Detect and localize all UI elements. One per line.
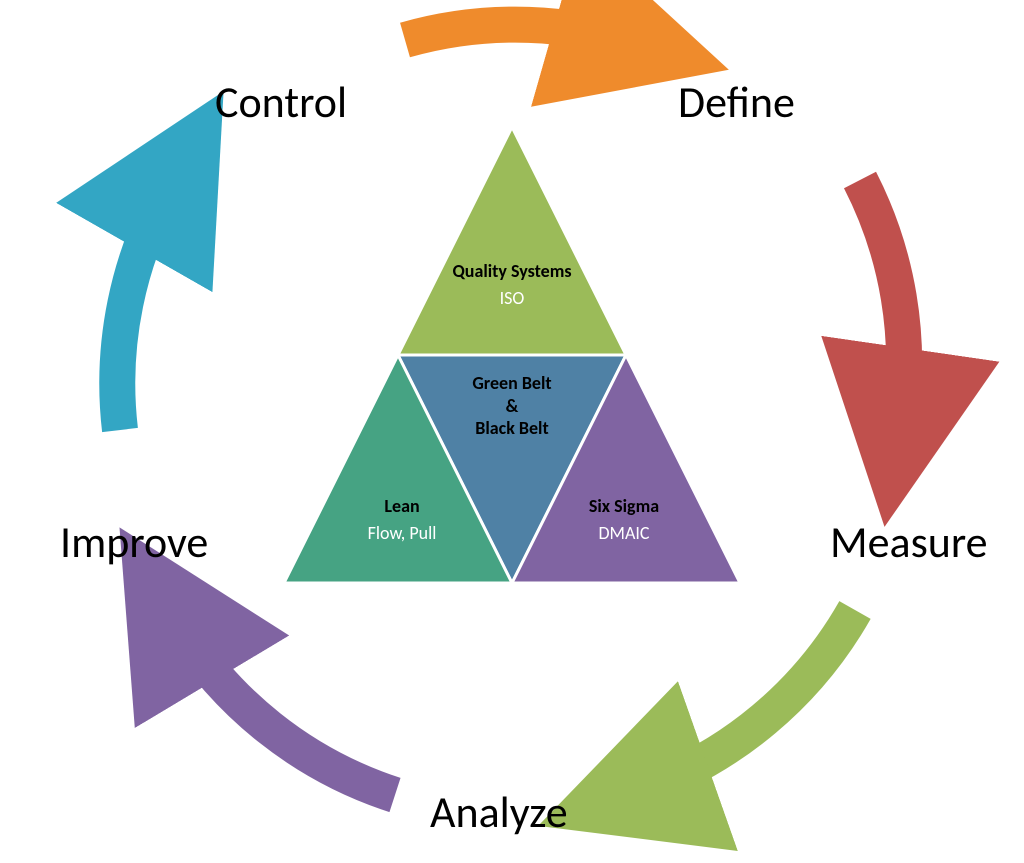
phase-label-improve: Improve — [60, 520, 208, 564]
phase-label-analyze: Analyze — [430, 790, 568, 834]
pyramid-top-title: Quality Systems — [440, 260, 584, 283]
pyramid-left-label: Lean Flow, Pull — [330, 495, 474, 544]
phase-label-measure: Measure — [830, 520, 988, 564]
pyramid-top — [398, 127, 626, 355]
pyramid-right-subtitle: DMAIC — [552, 522, 696, 545]
pyramid-left-title: Lean — [330, 495, 474, 518]
pyramid-center-label: Green Belt & Black Belt — [430, 372, 594, 440]
pyramid-left-subtitle: Flow, Pull — [330, 522, 474, 545]
phase-label-define: Define — [678, 80, 795, 124]
diagram-stage: Quality Systems ISO Green Belt & Black B… — [0, 0, 1024, 863]
phase-label-control: Control — [215, 80, 347, 124]
pyramid-right-label: Six Sigma DMAIC — [552, 495, 696, 544]
pyramid-right-title: Six Sigma — [552, 495, 696, 518]
pyramid-top-label: Quality Systems ISO — [440, 260, 584, 309]
pyramid-center-title: Green Belt & Black Belt — [430, 372, 594, 440]
pyramid-top-subtitle: ISO — [440, 287, 584, 310]
